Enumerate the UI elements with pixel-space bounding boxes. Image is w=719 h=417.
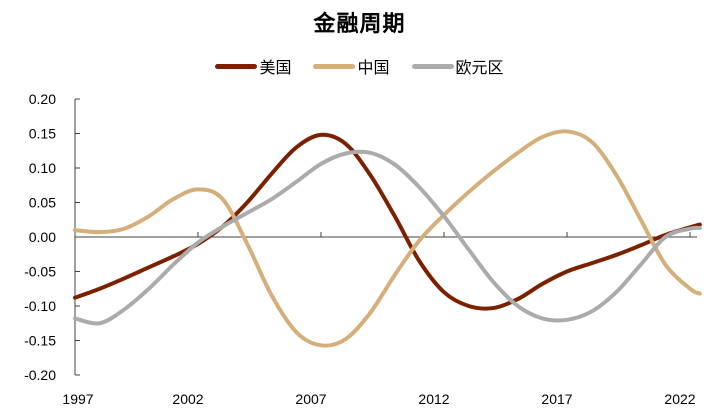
x-tick-label: 2012 (418, 391, 449, 407)
y-tick-label: -0.20 (24, 367, 56, 383)
chart-title: 金融周期 (313, 12, 406, 37)
y-tick-label: 0.20 (29, 91, 56, 107)
y-tick-label: -0.10 (24, 298, 56, 314)
y-tick-label: -0.15 (24, 333, 56, 349)
legend-label-eurozone: 欧元区 (455, 58, 504, 77)
legend-item-us[interactable]: 美国 (215, 54, 291, 78)
chart-legend: 美国 中国 欧元区 (0, 54, 719, 78)
series-line-eurozone (73, 149, 702, 326)
x-tick-label: 2002 (172, 391, 203, 407)
legend-label-us: 美国 (259, 58, 292, 77)
legend-item-eurozone[interactable]: 欧元区 (411, 54, 504, 78)
x-tick-label: 2017 (541, 391, 572, 407)
series-lines (73, 129, 702, 348)
x-axis: 1997 2002 2007 2012 2017 2022 (62, 232, 697, 407)
series-line-us (73, 132, 702, 311)
legend-swatch-eurozone (411, 63, 454, 69)
legend-item-china[interactable]: 中国 (313, 54, 390, 78)
y-tick-label: -0.05 (24, 264, 56, 280)
x-tick-label: 1997 (62, 391, 93, 407)
legend-swatch-us (215, 63, 258, 69)
y-tick-label: 0.05 (29, 195, 56, 211)
y-axis: 0.20 0.15 0.10 0.05 0.00 -0.05 -0.10 -0.15 -0.20 (24, 91, 80, 383)
x-tick-label: 2022 (664, 391, 695, 407)
legend-swatch-china (313, 63, 356, 69)
series-line-china (73, 129, 702, 348)
y-tick-label: 0.10 (29, 160, 56, 176)
legend-label-china: 中国 (357, 58, 390, 77)
x-tick-label: 2007 (295, 391, 326, 407)
y-tick-label: 0.15 (29, 126, 56, 142)
y-tick-label: 0.00 (29, 229, 56, 245)
